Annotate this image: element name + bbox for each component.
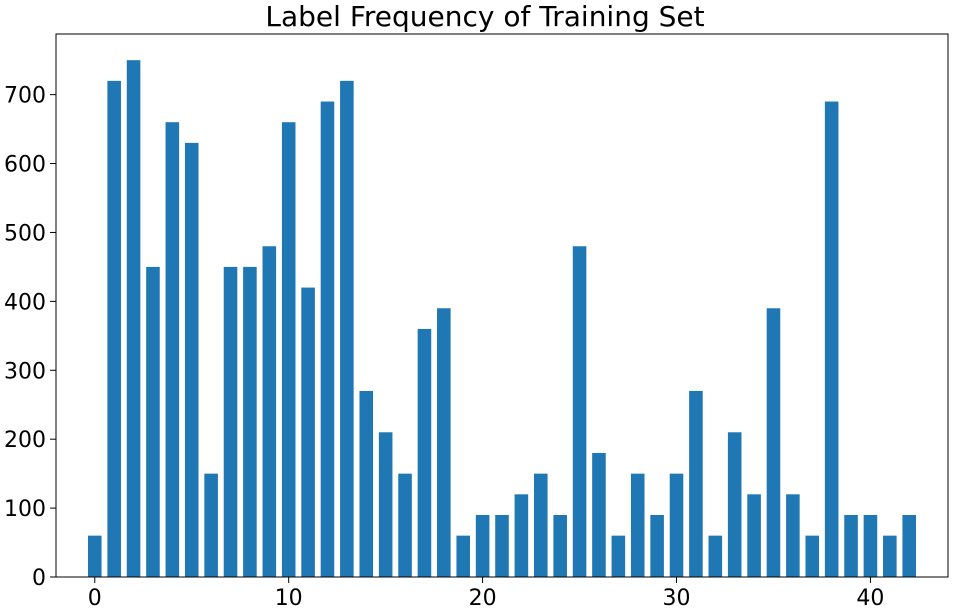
bar-42 [902,514,916,577]
x-tick-label-30: 30 [663,586,691,611]
bar-11 [301,287,315,577]
bar-33 [727,432,742,577]
bar-8 [243,266,257,577]
y-tick-label-100: 100 [4,497,46,522]
bar-2 [126,60,141,577]
bar-9 [262,246,277,578]
bar-15 [378,432,393,577]
bar-26 [592,452,606,577]
bar-25 [572,246,587,578]
x-tick-label-10: 10 [275,586,303,611]
bar-1 [107,80,121,578]
bar-40 [863,514,878,577]
bar-34 [747,494,761,577]
bar-37 [805,535,820,577]
bar-30 [669,473,684,577]
bar-6 [204,473,218,577]
bar-5 [184,142,199,577]
bar-35 [766,308,781,577]
x-tick-label-40: 40 [856,586,884,611]
y-axis-ticks: 0 100 200 300 400 500 600 700 [4,84,56,591]
y-tick-label-400: 400 [4,290,46,315]
bar-23 [534,473,548,577]
bar-20 [475,514,490,577]
bar-27 [611,535,626,577]
bar-21 [495,514,509,577]
bar-32 [708,535,723,577]
bar-24 [553,514,567,577]
bar-29 [650,514,664,577]
bar-31 [689,390,703,577]
bar-14 [359,390,374,577]
bar-7 [223,266,238,577]
bar-17 [417,328,432,577]
bar-18 [437,308,451,577]
bar-16 [398,473,412,577]
y-tick-label-0: 0 [32,566,46,591]
x-axis-ticks: 0 10 20 30 40 [88,577,884,611]
bar-28 [630,473,645,577]
y-tick-label-700: 700 [4,84,46,109]
bar-36 [786,494,800,577]
bar-19 [456,535,470,577]
bar-41 [883,535,897,577]
y-tick-label-600: 600 [4,153,46,178]
bar-3 [146,266,160,577]
y-tick-label-500: 500 [4,221,46,246]
bar-13 [340,80,354,578]
bar-0 [88,535,102,577]
chart-title: Label Frequency of Training Set [265,0,704,33]
x-tick-label-0: 0 [88,586,102,611]
x-tick-label-20: 20 [469,586,497,611]
bars-group [88,60,916,578]
bar-12 [320,101,335,577]
bar-39 [844,514,858,577]
bar-4 [165,122,180,577]
plot-frame [55,33,949,578]
bar-38 [824,101,839,577]
y-tick-label-200: 200 [4,428,46,453]
y-tick-label-300: 300 [4,359,46,384]
bar-22 [514,494,529,577]
bar-10 [281,122,296,577]
